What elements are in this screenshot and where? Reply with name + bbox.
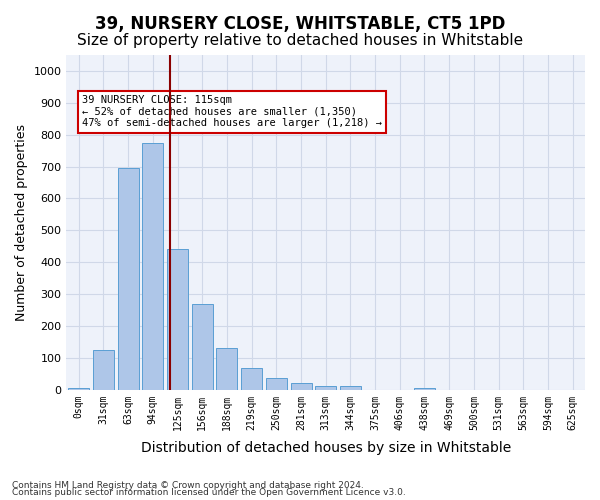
Bar (315, 386, 336, 390)
X-axis label: Distribution of detached houses by size in Whitstable: Distribution of detached houses by size … (140, 441, 511, 455)
Y-axis label: Number of detached properties: Number of detached properties (15, 124, 28, 321)
Text: Contains public sector information licensed under the Open Government Licence v3: Contains public sector information licen… (12, 488, 406, 497)
Bar (266, 378, 287, 390)
Bar (192, 304, 213, 390)
Bar (217, 348, 238, 390)
Bar (290, 384, 311, 390)
Text: Size of property relative to detached houses in Whitstable: Size of property relative to detached ho… (77, 32, 523, 48)
Text: Contains HM Land Registry data © Crown copyright and database right 2024.: Contains HM Land Registry data © Crown c… (12, 480, 364, 490)
Bar (167, 250, 188, 390)
Bar (340, 386, 361, 390)
Text: 39, NURSERY CLOSE, WHITSTABLE, CT5 1PD: 39, NURSERY CLOSE, WHITSTABLE, CT5 1PD (95, 15, 505, 33)
Bar (241, 368, 262, 390)
Bar (93, 350, 114, 390)
Bar (142, 142, 163, 390)
Bar (414, 388, 435, 390)
Bar (118, 168, 139, 390)
Text: 39 NURSERY CLOSE: 115sqm
← 52% of detached houses are smaller (1,350)
47% of sem: 39 NURSERY CLOSE: 115sqm ← 52% of detach… (82, 95, 382, 128)
Bar (68, 388, 89, 390)
